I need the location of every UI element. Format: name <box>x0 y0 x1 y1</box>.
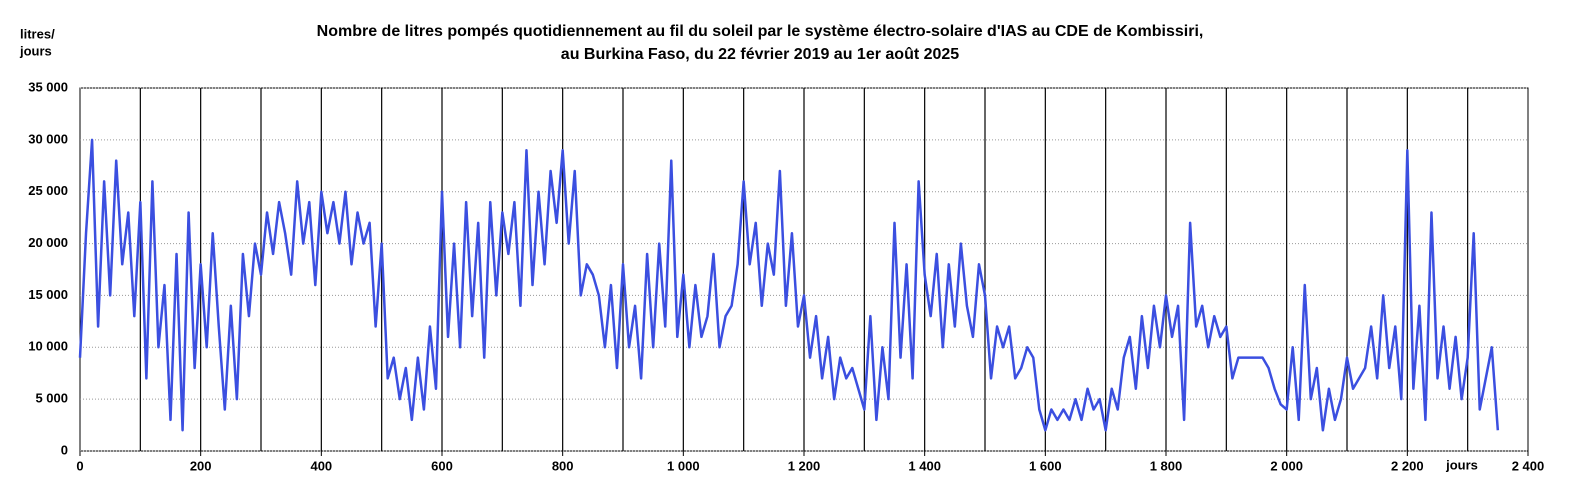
x-tick-label: 0 <box>76 458 83 473</box>
y-tick-label: 35 000 <box>28 79 68 94</box>
y-axis-label: jours <box>19 43 52 58</box>
data-line <box>78 138 1500 432</box>
y-tick-label: 5 000 <box>35 391 68 406</box>
y-tick-label: 15 000 <box>28 287 68 302</box>
chart-title: Nombre de litres pompés quotidiennement … <box>317 23 1204 40</box>
x-tick-label: 600 <box>431 458 453 473</box>
x-tick-label: 1 200 <box>788 458 821 473</box>
x-tick-label: 1 400 <box>908 458 941 473</box>
x-tick-label: 400 <box>310 458 332 473</box>
y-tick-label: 0 <box>61 442 68 457</box>
y-tick-label: 25 000 <box>28 183 68 198</box>
y-tick-label: 10 000 <box>28 339 68 354</box>
y-tick-label: 30 000 <box>28 131 68 146</box>
x-tick-label: 1 600 <box>1029 458 1062 473</box>
x-tick-label: 2 400 <box>1512 458 1545 473</box>
x-tick-label: 2 200 <box>1391 458 1424 473</box>
x-tick-label: 2 000 <box>1270 458 1303 473</box>
x-tick-label: 1 800 <box>1150 458 1183 473</box>
x-tick-label: 1 000 <box>667 458 700 473</box>
x-tick-label: 200 <box>190 458 212 473</box>
x-tick-label: 800 <box>552 458 574 473</box>
chart-title: au Burkina Faso, du 22 février 2019 au 1… <box>561 46 960 63</box>
y-tick-label: 20 000 <box>28 235 68 250</box>
y-axis-label: litres/ <box>20 26 55 41</box>
x-axis-label: jours <box>1445 457 1478 472</box>
